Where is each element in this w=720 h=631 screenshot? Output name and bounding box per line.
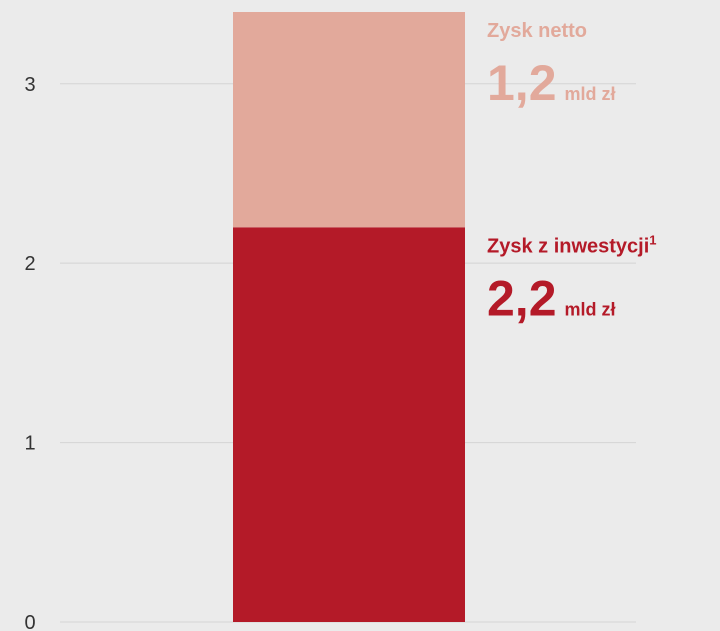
bar-segment <box>233 12 465 228</box>
y-tick-label: 1 <box>24 433 35 455</box>
footnote-mark: 1 <box>649 232 656 247</box>
segment-name-text: Zysk netto <box>487 20 587 42</box>
value-label: 1,2 mld zł <box>487 55 616 111</box>
value-unit: mld zł <box>565 84 616 104</box>
value-number: 1,2 <box>487 55 557 111</box>
segment-name: Zysk netto <box>487 20 587 42</box>
y-tick-label: 2 <box>24 253 35 275</box>
y-tick-label: 3 <box>24 74 35 96</box>
y-tick-label: 0 <box>24 612 35 631</box>
segment-name: Zysk z inwestycji1 <box>487 232 657 257</box>
value-number: 2,2 <box>487 270 557 326</box>
value-unit: mld zł <box>565 299 616 319</box>
bar-segment <box>233 227 465 622</box>
segment-name-text: Zysk z inwestycji <box>487 235 649 257</box>
value-label: 2,2 mld zł <box>487 270 616 326</box>
